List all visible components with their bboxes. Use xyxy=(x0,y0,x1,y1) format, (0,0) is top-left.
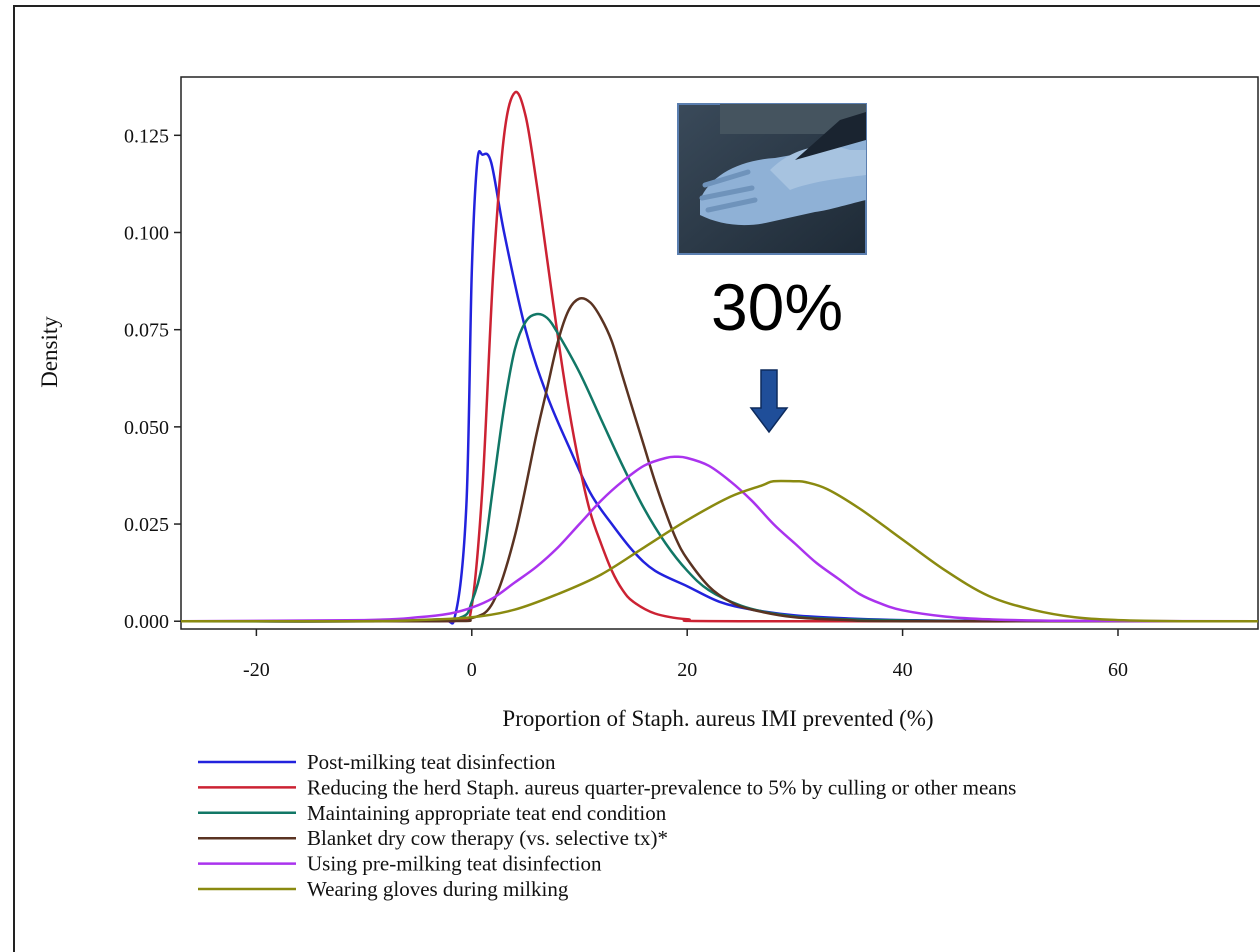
x-tick-label: 0 xyxy=(467,659,477,681)
series-line-6 xyxy=(180,479,1259,623)
annotation-label: 30% xyxy=(711,270,843,344)
series-line-2 xyxy=(180,90,1259,623)
annotation-arrow-icon xyxy=(749,369,789,434)
x-axis: -20 0 20 40 60 xyxy=(243,629,1128,681)
plot-area xyxy=(180,76,1259,630)
series-lines xyxy=(180,90,1259,625)
y-tick-label: 0.075 xyxy=(124,320,169,342)
series-line-5 xyxy=(180,455,1259,623)
legend-entry: Maintaining appropriate teat end conditi… xyxy=(307,801,667,825)
legend-entry: Post-milking teat disinfection xyxy=(307,750,556,774)
legend-entry: Using pre-milking teat disinfection xyxy=(307,852,602,876)
y-tick-label: 0.025 xyxy=(124,514,169,536)
y-tick-label: 0.100 xyxy=(124,222,169,244)
x-tick-label: 20 xyxy=(677,659,697,681)
y-tick-label: 0.050 xyxy=(124,417,169,439)
y-axis: 0.000 0.025 0.050 0.075 0.100 0.125 xyxy=(124,125,181,633)
y-tick-label: 0.125 xyxy=(124,125,169,147)
legend-entry: Blanket dry cow therapy (vs. selective t… xyxy=(307,826,668,850)
x-tick-label: 40 xyxy=(893,659,913,681)
series-line-3 xyxy=(180,312,1259,623)
x-axis-title: Proportion of Staph. aureus IMI prevente… xyxy=(502,706,933,731)
x-tick-label: -20 xyxy=(243,659,270,681)
legend-entry: Reducing the herd Staph. aureus quarter-… xyxy=(307,775,1016,799)
y-axis-title: Density xyxy=(37,316,62,388)
legend-entry: Wearing gloves during milking xyxy=(307,877,569,901)
series-line-4 xyxy=(180,296,1259,623)
x-tick-label: 60 xyxy=(1108,659,1128,681)
gloved-hands-photo xyxy=(677,103,867,255)
y-tick-label: 0.000 xyxy=(124,611,169,633)
figure-frame xyxy=(13,5,1260,952)
